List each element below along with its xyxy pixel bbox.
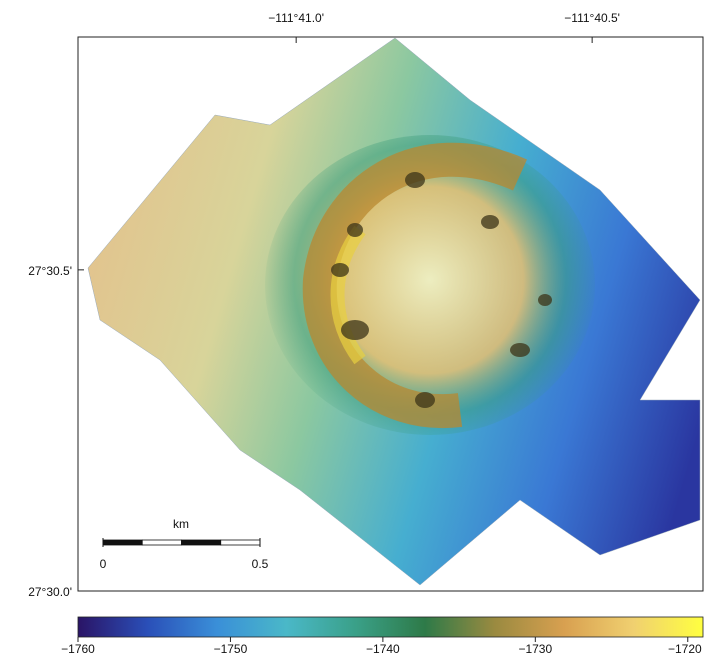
lon-tick-label: −111°41.0' [268,11,324,25]
scale-tick-label: 0 [100,557,107,571]
scale-segment [142,540,181,545]
colorbar-tick-label: −1760 [61,642,95,656]
lat-tick-label: 27°30.0' [28,585,72,599]
colorbar-tick-label: −1740 [366,642,400,656]
lon-tick-label: −111°40.5' [564,11,620,25]
colorbar-tick-label: −1730 [518,642,552,656]
map-figure: km 0 0.5 −111°41.0' −111°40.5' 27°30.0' 27°3… [0,0,704,661]
scale-segment [221,540,260,545]
colorbar-tick-label: −1750 [214,642,248,656]
scale-unit: km [173,517,189,531]
scale-segment [103,540,142,545]
lat-tick-label: 27°30.5' [28,264,72,278]
scale-segment [182,540,221,545]
scale-tick-label: 0.5 [252,557,269,571]
page: {"map": { "longitude_axis": {"lim": [-11… [0,0,704,661]
colorbar [78,617,703,637]
colorbar-tick-label: −1720 [668,642,702,656]
